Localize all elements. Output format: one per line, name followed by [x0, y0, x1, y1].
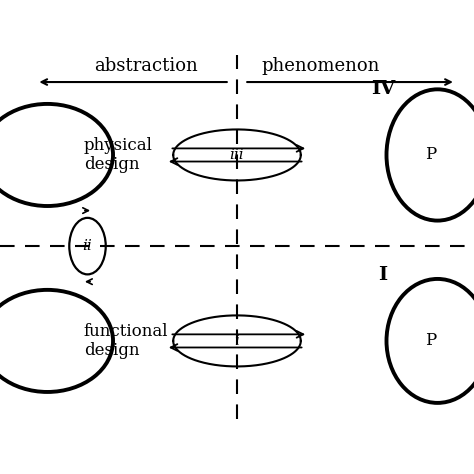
- Text: phenomenon: phenomenon: [262, 56, 380, 74]
- Text: i: i: [235, 334, 239, 348]
- Text: physical
design: physical design: [84, 137, 153, 173]
- Text: iii: iii: [230, 148, 244, 162]
- Text: P: P: [425, 332, 436, 349]
- Text: ii: ii: [82, 239, 92, 253]
- Text: I: I: [378, 266, 387, 284]
- Text: P: P: [425, 146, 436, 164]
- Text: functional
design: functional design: [84, 323, 168, 359]
- Text: IV: IV: [371, 80, 395, 98]
- Text: abstraction: abstraction: [94, 56, 198, 74]
